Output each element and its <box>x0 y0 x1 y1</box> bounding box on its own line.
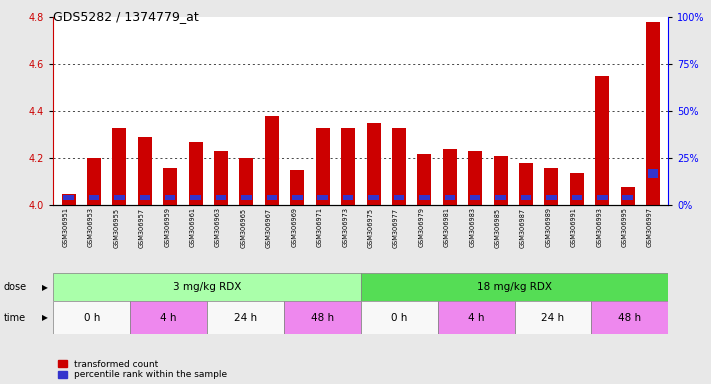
Bar <box>496 195 506 200</box>
Text: GSM306977: GSM306977 <box>393 207 399 248</box>
Bar <box>138 137 152 205</box>
Bar <box>114 195 124 200</box>
Bar <box>89 195 100 200</box>
Bar <box>318 195 328 200</box>
Bar <box>572 195 582 200</box>
Bar <box>438 301 515 334</box>
Bar <box>648 169 658 179</box>
Text: GSM306975: GSM306975 <box>368 207 373 248</box>
Bar <box>515 301 592 334</box>
Text: GSM306995: GSM306995 <box>621 207 628 247</box>
Text: GSM306971: GSM306971 <box>316 207 323 247</box>
Text: GSM306969: GSM306969 <box>292 207 297 247</box>
Text: GSM306967: GSM306967 <box>266 207 272 248</box>
Text: GSM306965: GSM306965 <box>240 207 247 248</box>
Bar <box>545 168 558 205</box>
Text: 24 h: 24 h <box>542 313 565 323</box>
Bar <box>419 195 429 200</box>
Text: 24 h: 24 h <box>234 313 257 323</box>
Text: GSM306963: GSM306963 <box>215 207 221 247</box>
Bar <box>63 195 74 200</box>
Bar <box>316 128 330 205</box>
Bar <box>267 195 277 200</box>
Bar <box>53 301 130 334</box>
Bar <box>360 301 438 334</box>
Text: GSM306987: GSM306987 <box>520 207 526 248</box>
Bar <box>595 76 609 205</box>
Bar <box>570 172 584 205</box>
Text: GSM306961: GSM306961 <box>190 207 196 247</box>
Text: 18 mg/kg RDX: 18 mg/kg RDX <box>477 282 552 292</box>
Bar <box>367 123 380 205</box>
Text: dose: dose <box>4 282 27 292</box>
Text: time: time <box>4 313 26 323</box>
Bar <box>394 195 404 200</box>
Text: GSM306989: GSM306989 <box>545 207 552 247</box>
Text: 0 h: 0 h <box>84 313 100 323</box>
Bar <box>53 273 360 301</box>
Bar <box>546 195 557 200</box>
Bar <box>130 301 207 334</box>
Bar <box>469 151 482 205</box>
Text: GSM306997: GSM306997 <box>647 207 653 247</box>
Text: 0 h: 0 h <box>391 313 407 323</box>
Text: GSM306985: GSM306985 <box>495 207 501 248</box>
Bar <box>265 116 279 205</box>
Bar <box>290 170 304 205</box>
Text: GSM306959: GSM306959 <box>164 207 170 247</box>
Text: 4 h: 4 h <box>468 313 484 323</box>
Bar <box>470 195 481 200</box>
Bar <box>368 195 379 200</box>
Bar <box>62 194 75 205</box>
Text: ▶: ▶ <box>42 313 48 322</box>
Bar <box>112 128 127 205</box>
Bar <box>360 273 668 301</box>
Text: GSM306973: GSM306973 <box>342 207 348 247</box>
Bar <box>493 156 508 205</box>
Bar <box>622 195 633 200</box>
Bar <box>284 301 360 334</box>
Bar <box>292 195 303 200</box>
Text: GSM306981: GSM306981 <box>444 207 450 247</box>
Bar <box>240 158 253 205</box>
Text: GSM306953: GSM306953 <box>88 207 94 247</box>
Bar <box>207 301 284 334</box>
Legend: transformed count, percentile rank within the sample: transformed count, percentile rank withi… <box>58 360 228 379</box>
Bar <box>444 195 455 200</box>
Text: GSM306957: GSM306957 <box>139 207 145 248</box>
Text: GDS5282 / 1374779_at: GDS5282 / 1374779_at <box>53 10 199 23</box>
Text: GSM306951: GSM306951 <box>63 207 68 247</box>
Bar <box>592 301 668 334</box>
Text: 4 h: 4 h <box>161 313 177 323</box>
Text: ▶: ▶ <box>42 283 48 291</box>
Bar <box>87 158 101 205</box>
Bar <box>417 154 432 205</box>
Text: GSM306983: GSM306983 <box>469 207 475 247</box>
Bar <box>341 128 355 205</box>
Text: GSM306991: GSM306991 <box>571 207 577 247</box>
Bar <box>519 163 533 205</box>
Bar <box>165 195 176 200</box>
Bar <box>191 195 201 200</box>
Bar <box>139 195 150 200</box>
Bar <box>597 195 607 200</box>
Bar <box>621 187 635 205</box>
Bar <box>646 22 660 205</box>
Text: 48 h: 48 h <box>619 313 641 323</box>
Text: 48 h: 48 h <box>311 313 334 323</box>
Bar <box>241 195 252 200</box>
Text: GSM306993: GSM306993 <box>597 207 602 247</box>
Bar <box>343 195 353 200</box>
Text: GSM306955: GSM306955 <box>113 207 119 248</box>
Bar <box>188 142 203 205</box>
Bar <box>443 149 456 205</box>
Bar <box>392 128 406 205</box>
Bar <box>216 195 226 200</box>
Text: 3 mg/kg RDX: 3 mg/kg RDX <box>173 282 241 292</box>
Bar <box>164 168 177 205</box>
Bar <box>520 195 531 200</box>
Text: GSM306979: GSM306979 <box>418 207 424 247</box>
Bar <box>214 151 228 205</box>
